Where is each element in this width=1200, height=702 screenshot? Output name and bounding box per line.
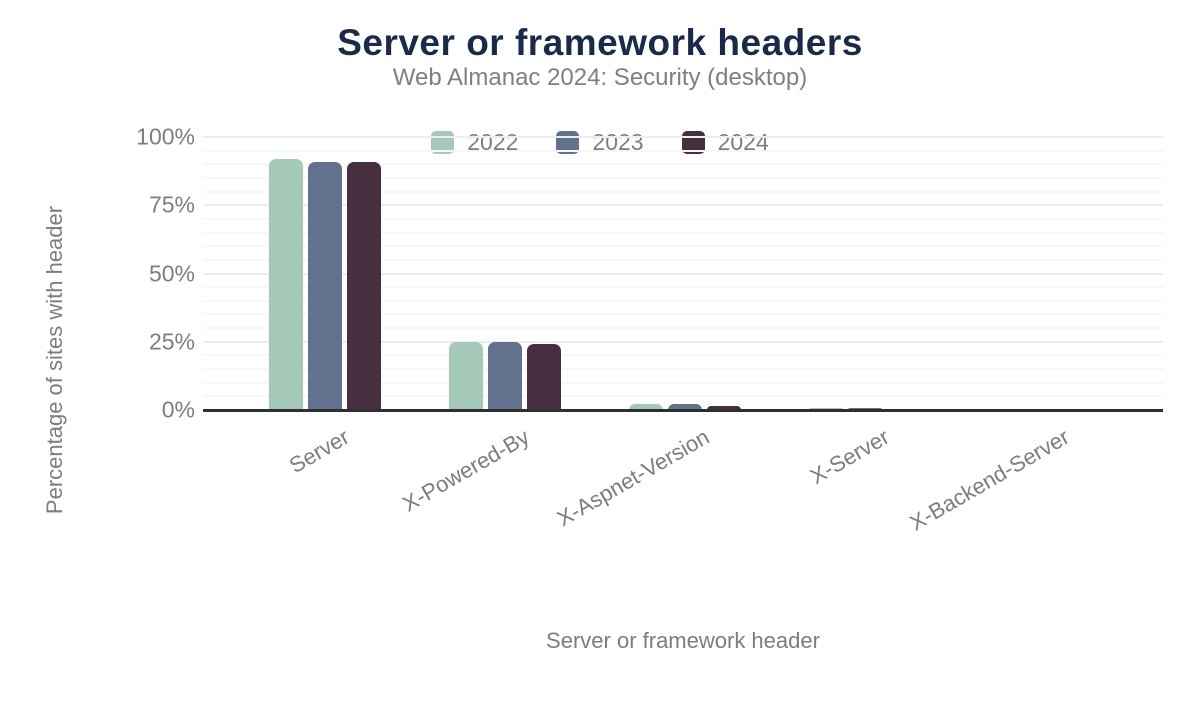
major-gridline (203, 136, 1163, 138)
x-category-label: X-Server (805, 424, 894, 490)
x-axis-title: Server or framework header (546, 628, 820, 653)
minor-gridline (203, 190, 1163, 193)
minor-gridline (203, 245, 1163, 248)
y-tick-label: 25% (148, 328, 195, 355)
bar-2023-server (308, 161, 342, 410)
chart-title: Server or framework headers (337, 22, 863, 63)
x-category-label: Server (284, 424, 354, 479)
minor-gridline (203, 381, 1163, 384)
minor-gridline (203, 231, 1163, 234)
bar-2023-x-powered-by (488, 341, 522, 410)
y-tick-label: 0% (161, 396, 195, 423)
minor-gridline (203, 299, 1163, 302)
y-tick-label: 50% (148, 260, 195, 286)
major-gridline (203, 204, 1163, 207)
minor-gridline (203, 149, 1163, 152)
minor-gridline (203, 217, 1163, 220)
minor-gridline (203, 327, 1163, 330)
bar-2023-x-aspnet-version (668, 403, 702, 410)
y-axis-title: Percentage of sites with header (42, 205, 67, 515)
bar-2022-x-powered-by (449, 341, 483, 410)
chart-subtitle: Web Almanac 2024: Security (desktop) (392, 64, 808, 91)
minor-gridline (203, 176, 1163, 179)
y-tick-label: 100% (136, 123, 195, 150)
minor-gridline (203, 163, 1163, 166)
x-category-label: X-Powered-By (398, 424, 534, 517)
x-category-label: X-Aspnet-Version (552, 424, 714, 532)
major-gridline (203, 272, 1163, 275)
bar-2022-x-aspnet-version (629, 404, 663, 410)
major-gridline (203, 340, 1163, 343)
bar-2024-x-powered-by (527, 344, 561, 410)
minor-gridline (203, 258, 1163, 261)
bar-2024-server (347, 161, 381, 410)
minor-gridline (203, 354, 1163, 357)
minor-gridline (203, 368, 1163, 371)
x-category-label: X-Backend-Server (905, 424, 1074, 536)
bar-2024-x-aspnet-version (707, 406, 741, 410)
minor-gridline (203, 313, 1163, 316)
minor-gridline (203, 395, 1163, 398)
bar-2022-server (269, 158, 303, 410)
x-axis-line (203, 409, 1163, 412)
y-tick-label: 75% (148, 191, 195, 218)
minor-gridline (203, 286, 1163, 289)
